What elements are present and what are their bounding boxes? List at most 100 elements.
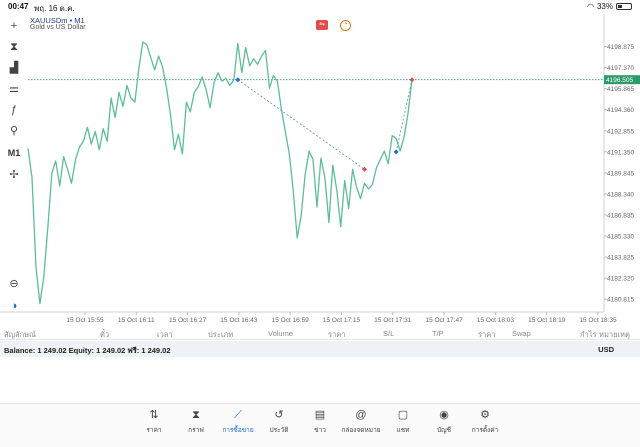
y-tick-label: 4194.360 [607,107,634,114]
y-tick-label: 4195.865 [607,86,634,93]
nav-mailbox[interactable]: @ กล่องจดหมาย [341,408,381,435]
timeframe-button[interactable]: M1 [7,148,21,158]
trade-arrow-icon[interactable]: ✢ [9,169,19,181]
x-tick-label: 15 Oct 16:27 [169,317,207,324]
y-tick-label: 4188.340 [607,191,634,198]
col-sl[interactable]: S/L [383,329,395,338]
col-price[interactable]: ราคา [328,330,346,339]
y-tick-label: 4186.835 [607,212,634,219]
nav-settings-label: การตั้งค่า [471,427,499,434]
x-tick-label: 15 Oct 15:55 [66,317,104,324]
status-right: ◠ 33% [587,2,632,11]
col-ticket[interactable]: ตั๋ว [100,330,110,339]
quotes-icon: ⇅ [149,409,159,421]
nav-chart-label: กราฟ [188,427,204,434]
x-tick-label: 15 Oct 18:19 [528,317,566,324]
current-price-tag [604,75,640,85]
bottom-nav: ⇅ ราคา ⧗ กราฟ ⟋ การซื้อขาย ↺ ประวัติ ▤ ข… [0,403,640,447]
shapes-icon[interactable]: ⚲ [9,125,19,137]
x-tick-label: 15 Oct 18:35 [579,317,617,324]
theme-icon[interactable]: ◑ [10,300,18,312]
function-icon[interactable]: ƒ [10,104,18,116]
account-summary: Balance: 1 249.02 Equity: 1 249.02 ฟรี: … [0,341,640,357]
nav-trade-label: การซื้อขาย [222,427,254,434]
nav-settings[interactable]: ⚙ การตั้งค่า [465,408,505,435]
accounts-icon: ◉ [439,409,449,421]
x-tick-label: 15 Oct 16:59 [272,317,310,324]
wifi-icon: ◠ [587,2,594,11]
history-icon: ↺ [274,409,284,421]
nav-news[interactable]: ▤ ข่าว [300,408,340,435]
y-tick-label: 4180.815 [607,297,634,304]
col-price-current[interactable]: ราคา [478,330,496,339]
col-type[interactable]: ประเภท [208,330,234,339]
y-tick-label: 4182.320 [607,276,634,283]
chart-top-icons: ⇋ ◔ [316,20,351,31]
battery-icon [616,3,632,10]
buy-marker [235,77,241,83]
zoom-out-icon[interactable]: ⊖ [9,278,19,290]
chart-area[interactable]: 4198.875 4197.370 4195.865 4194.360 4192.855… [0,14,640,326]
nav-history[interactable]: ↺ ประวัติ [259,408,299,435]
nav-chat-label: แชท [396,427,410,434]
chart-description: Gold vs US Dollar [30,24,86,31]
buy-marker [393,149,399,155]
settings-icon: ⚙ [480,409,490,421]
nav-news-label: ข่าว [314,427,326,434]
y-tick-label: 4192.855 [607,128,634,135]
nav-chat[interactable]: ▢ แชท [383,408,423,435]
nav-mailbox-label: กล่องจดหมาย [341,427,381,434]
sell-marker [409,77,415,83]
chart-icon: ⧗ [192,409,200,421]
y-tick-label: 4191.350 [607,149,634,156]
y-tick-label: 4198.875 [607,44,634,51]
sell-marker [361,166,367,172]
refresh-icon[interactable]: ◔ [340,20,351,31]
crosshair-icon[interactable]: + [10,20,18,32]
one-click-trade-icon[interactable]: ⇋ [316,20,328,30]
battery-percent: 33% [596,2,613,11]
price-series-line [27,41,413,305]
col-comment[interactable]: หมายเหตุ [599,330,630,339]
nav-quotes[interactable]: ⇅ ราคา [134,408,174,435]
trade-connection-line [395,79,413,152]
price-chart[interactable]: 4198.875 4197.370 4195.865 4194.360 4192.855… [0,14,640,326]
col-time[interactable]: เวลา [157,330,173,339]
left-toolbar: + ⧗ ▟ ⚌ ƒ ⚲ M1 ✢ ⊖ ◑ [0,14,28,326]
trade-connection-line [237,79,365,170]
x-tick-label: 15 Oct 17:15 [323,317,361,324]
col-tp[interactable]: T/P [432,329,444,338]
chat-icon: ▢ [397,409,409,421]
account-currency: USD [598,345,614,354]
positions-table-header: สัญลักษณ์ ตั๋ว เวลา ประเภท Volume ราคา S… [0,326,640,340]
indicators-icon[interactable]: ⚌ [9,83,19,95]
candles-icon[interactable]: ⧗ [10,41,18,53]
y-tick-label: 4189.845 [607,170,634,177]
nav-quotes-label: ราคา [146,427,162,434]
y-tick-label: 4197.370 [607,65,634,72]
col-swap[interactable]: Swap [512,329,531,338]
trade-icon: ⟋ [234,409,242,421]
x-tick-label: 15 Oct 18:03 [477,317,515,324]
nav-accounts-label: บัญชี [436,427,452,434]
nav-accounts[interactable]: ◉ บัญชี [424,408,464,435]
nav-history-label: ประวัติ [269,427,289,434]
col-volume[interactable]: Volume [268,329,294,338]
bars-icon[interactable]: ▟ [9,62,19,74]
chart-symbol: XAUUSDm • M1 [30,16,85,25]
balance-equity-free: Balance: 1 249.02 Equity: 1 249.02 ฟรี: … [4,346,171,355]
status-bar: 00:47 พฤ. 16 ต.ค. ◠ 33% [0,0,640,14]
x-tick-label: 15 Oct 16:11 [118,317,155,324]
y-tick-label: 4185.330 [607,234,634,241]
current-price-label: 4196.505 [606,77,633,84]
nav-chart[interactable]: ⧗ กราฟ [176,408,216,435]
col-profit[interactable]: กำไร [580,330,597,339]
col-symbol[interactable]: สัญลักษณ์ [4,330,37,339]
x-tick-label: 15 Oct 16:43 [220,317,258,324]
y-tick-label: 4183.825 [607,255,634,262]
nav-trade[interactable]: ⟋ การซื้อขาย [218,408,258,435]
status-date: พฤ. 16 ต.ค. [34,4,75,13]
mailbox-icon: @ [355,409,367,421]
status-time: 00:47 [8,2,29,11]
x-tick-label: 15 Oct 17:47 [425,317,463,324]
